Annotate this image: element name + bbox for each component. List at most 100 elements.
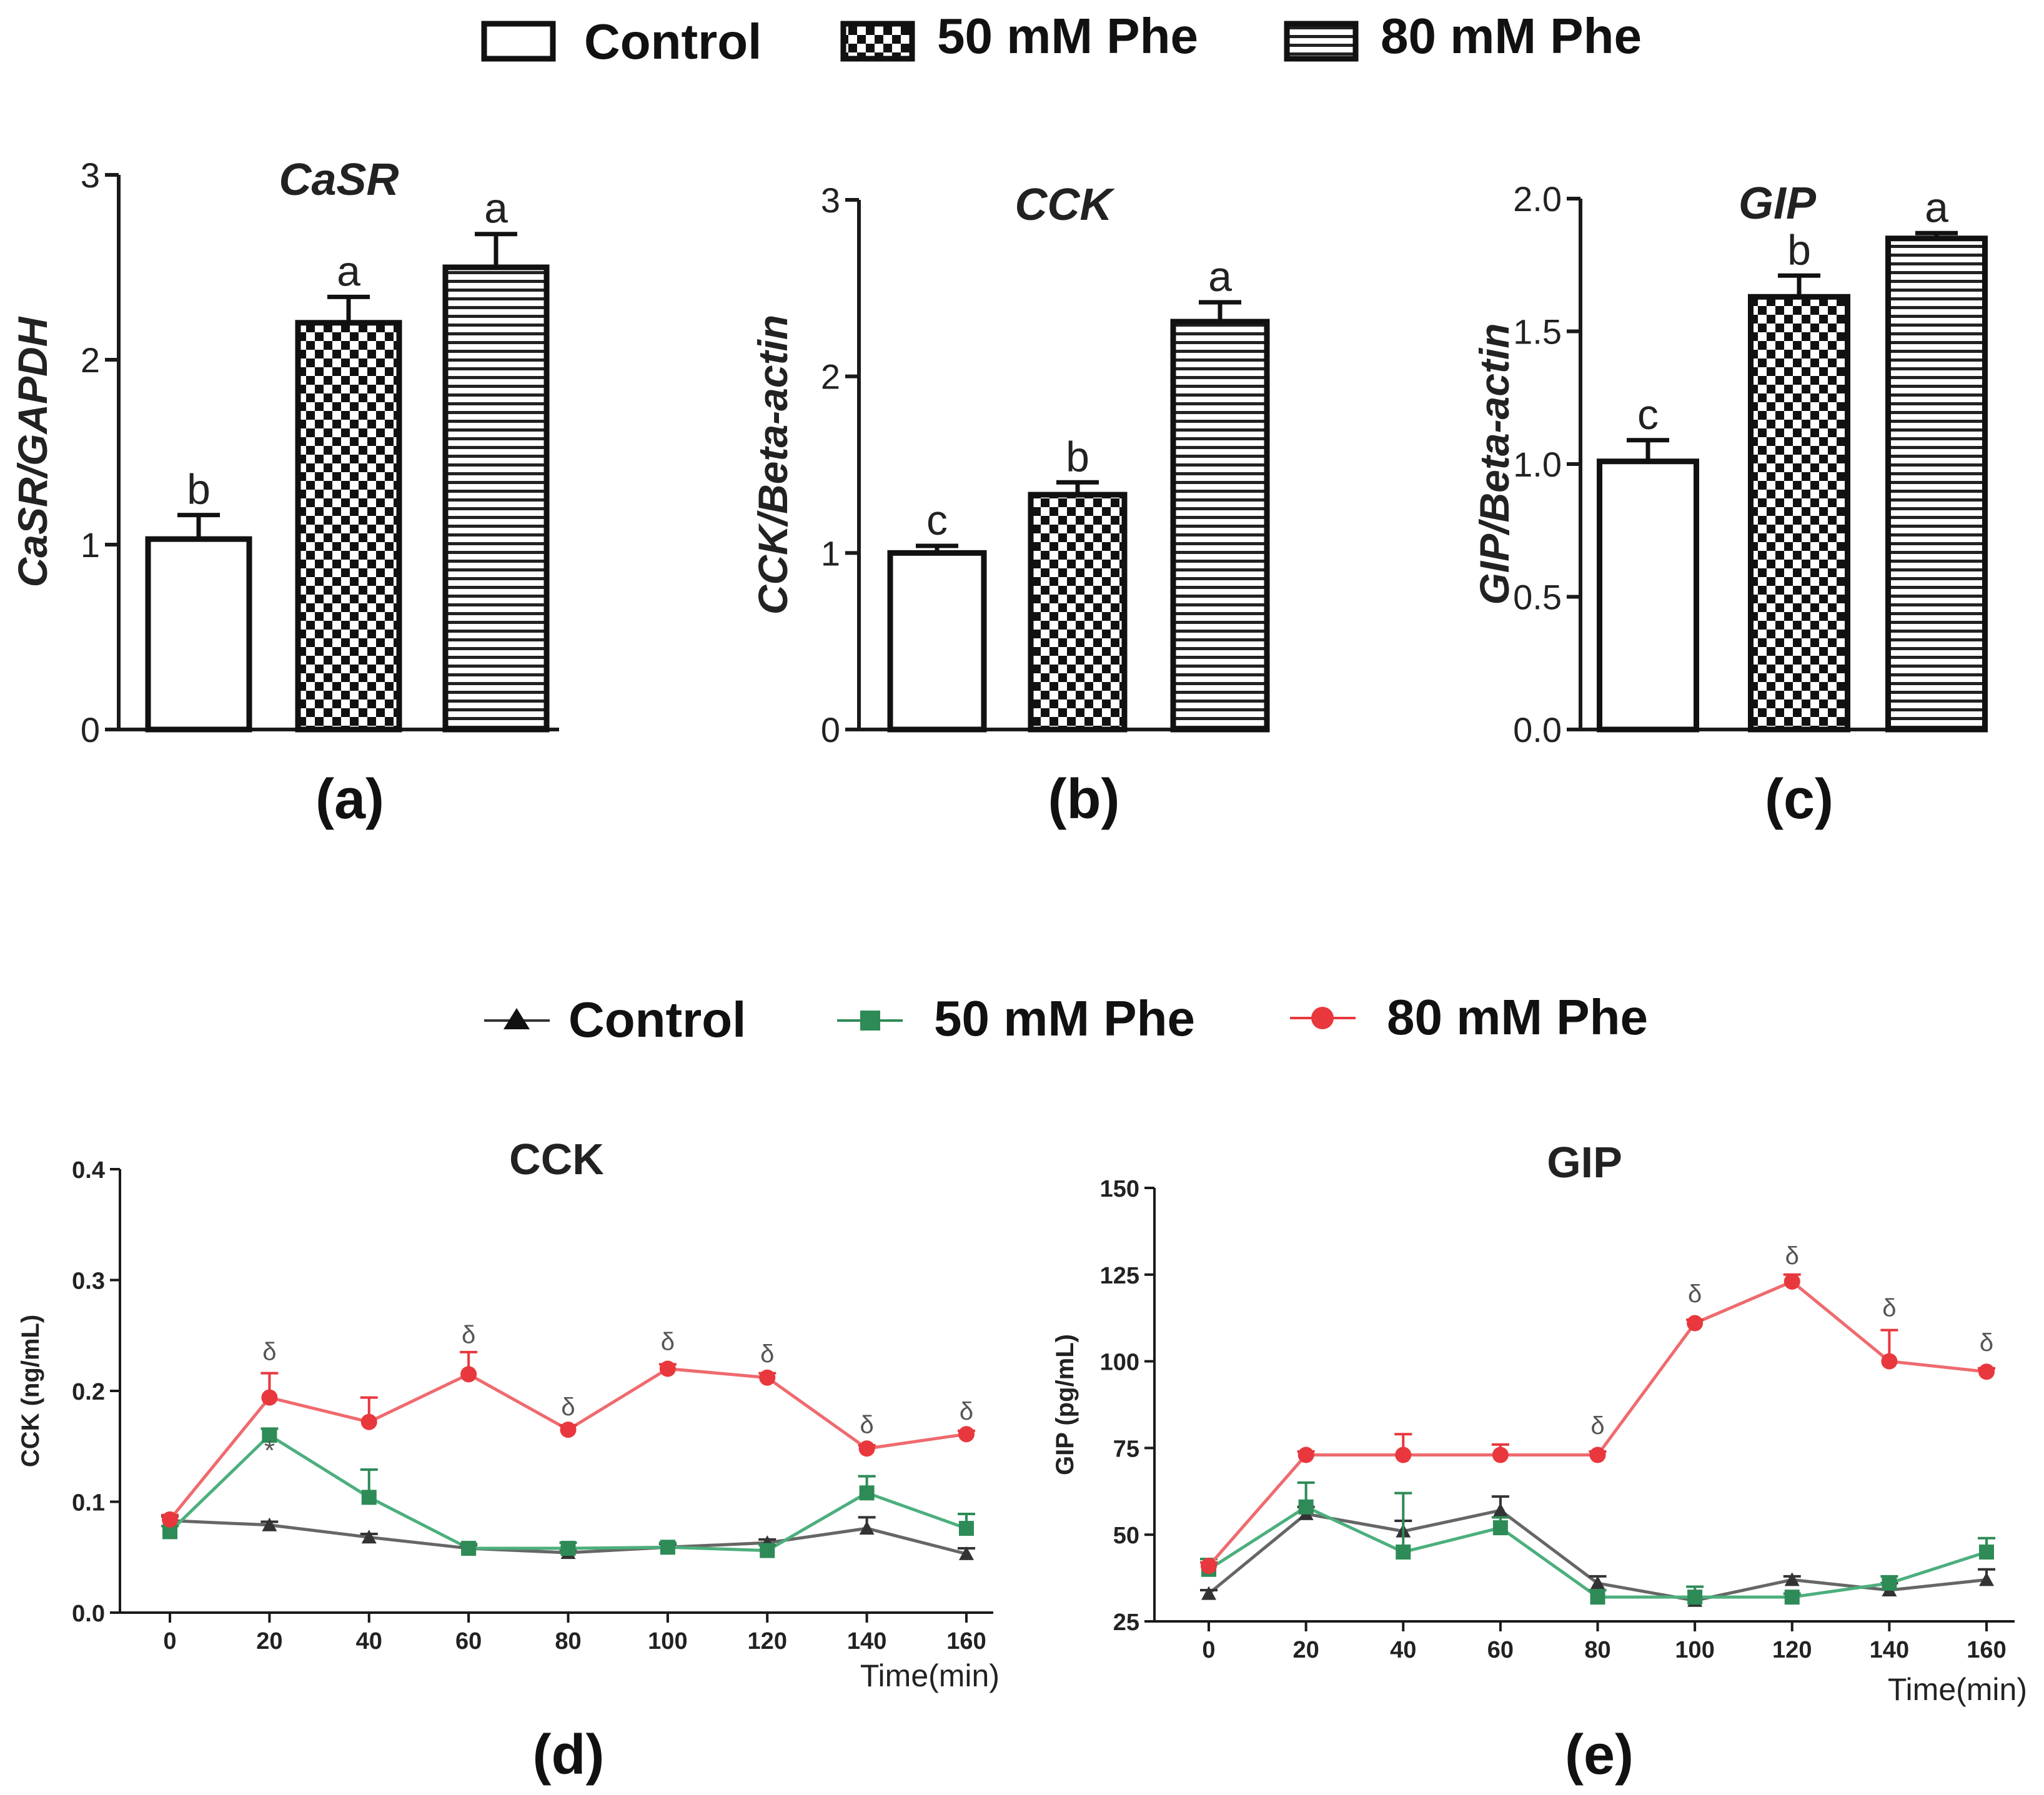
data-point: [958, 1426, 975, 1443]
data-point: [1687, 1590, 1703, 1605]
y-tick-label: 125: [1100, 1263, 1139, 1289]
series-50mm-phe: [161, 1427, 975, 1558]
y-tick-label: 75: [1113, 1436, 1139, 1462]
legend-label-50mm: 50 mM Phe: [934, 991, 1195, 1046]
bar-80mm-phe: [1885, 235, 1988, 733]
x-tick-label: 80: [555, 1628, 581, 1654]
legend-marker-80mm: [1311, 1007, 1334, 1029]
y-axis-label: CCK/Beta-actin: [750, 315, 796, 615]
y-tick-label: 0: [81, 710, 100, 749]
significance-letter: a: [1925, 184, 1948, 231]
chart-title: GIP: [1547, 1138, 1622, 1187]
y-tick-label: 0.2: [72, 1379, 105, 1405]
significance-mark: δ: [960, 1398, 973, 1425]
chart-a-casr: 0 1 2 3 CaSR CaSR/GAPDH b a a: [9, 155, 559, 749]
legend-label-control: Control: [584, 14, 762, 69]
data-point: [1492, 1503, 1508, 1517]
data-point: [759, 1369, 776, 1386]
x-tick-label: 60: [455, 1628, 482, 1654]
data-point: [1201, 1558, 1217, 1575]
significance-letter: a: [1208, 253, 1232, 300]
x-axis-label: Time(min): [1888, 1672, 2027, 1707]
significance-letter: c: [1637, 391, 1659, 438]
chart-d-cck-time: 0.0 0.1 0.2 0.3 0.4 0 20 40 60 80 100 120 140 160 CCK T…: [17, 1135, 1000, 1693]
significance-mark: δ: [760, 1340, 774, 1368]
panel-label-c: (c): [1765, 768, 1833, 831]
y-tick-label: 3: [81, 156, 100, 195]
y-tick-label: 0.1: [72, 1490, 105, 1516]
legend-label-50mm: 50 mM Phe: [937, 8, 1198, 64]
x-tick-label: 20: [256, 1628, 282, 1654]
panel-label-e: (e): [1565, 1724, 1634, 1786]
bar-50mm-phe: [1748, 294, 1850, 733]
data-point: [659, 1360, 676, 1377]
data-point: [1492, 1446, 1509, 1463]
x-tick-label: 60: [1487, 1637, 1514, 1663]
series-80mm-phe: [161, 1350, 975, 1528]
y-tick-label: 0.0: [72, 1601, 105, 1627]
x-tick-label: 100: [648, 1628, 687, 1654]
y-tick-label: 25: [1113, 1610, 1139, 1636]
series-line: [169, 1367, 967, 1521]
significance-mark: δ: [1785, 1242, 1799, 1270]
x-tick-label: 120: [748, 1628, 787, 1654]
x-tick-label: 160: [946, 1628, 986, 1654]
data-point: [162, 1511, 178, 1528]
x-tick-label: 160: [1967, 1637, 2006, 1663]
chart-b-cck: 0 1 2 3 CCK CCK/Beta-actin c b a: [750, 180, 1270, 749]
data-point: [1297, 1446, 1314, 1463]
significance-mark: *: [264, 1435, 275, 1466]
data-point: [560, 1541, 576, 1556]
data-point: [460, 1366, 477, 1383]
significance-mark: δ: [860, 1411, 873, 1438]
y-tick-label: 1.5: [1513, 312, 1562, 352]
data-point: [1589, 1446, 1606, 1463]
significance-letter: c: [926, 497, 948, 544]
legend-label-80mm: 80 mM Phe: [1381, 8, 1642, 64]
chart-title: GIP: [1739, 179, 1817, 229]
bar-control: [887, 550, 987, 733]
data-point: [1978, 1363, 1995, 1380]
y-tick-label: 0.3: [72, 1268, 105, 1295]
chart-e-gip-time: 25 50 75 100 125 150 0 20 40 60 80 100 120 140 160 GIP T…: [1051, 1138, 2027, 1707]
y-tick-label: 2: [81, 340, 100, 380]
bar-control: [145, 536, 252, 733]
top-legend: Control 50 mM Phe 80 mM Phe: [481, 8, 1642, 69]
panel-label-d: (d): [533, 1724, 605, 1786]
data-point: [1687, 1315, 1704, 1332]
data-point: [261, 1389, 278, 1406]
x-tick-label: 140: [847, 1628, 886, 1654]
data-point: [1881, 1353, 1898, 1370]
data-point: [1201, 1586, 1216, 1600]
data-point: [262, 1428, 277, 1443]
legend-label-80mm: 80 mM Phe: [1387, 989, 1648, 1045]
significance-mark: δ: [462, 1322, 475, 1349]
legend-marker-control: [504, 1008, 530, 1029]
data-point: [859, 1485, 875, 1501]
y-tick-label: 150: [1100, 1176, 1139, 1202]
y-tick-label: 2.0: [1513, 179, 1562, 219]
significance-letter: a: [337, 247, 360, 295]
series-line: [169, 1433, 967, 1553]
data-point: [360, 1413, 377, 1430]
data-point: [959, 1546, 974, 1560]
x-tick-label: 0: [163, 1628, 176, 1654]
data-point: [1590, 1575, 1605, 1590]
legend-swatch-80mm: [1284, 21, 1359, 62]
x-tick-label: 0: [1202, 1637, 1215, 1663]
significance-mark: δ: [1882, 1294, 1896, 1322]
bar-50mm-phe: [1028, 492, 1128, 733]
data-point: [1784, 1572, 1800, 1586]
x-tick-label: 80: [1584, 1637, 1610, 1663]
x-tick-label: 100: [1675, 1637, 1714, 1663]
data-point: [959, 1521, 974, 1536]
y-tick-label: 1: [821, 533, 840, 573]
data-point: [361, 1490, 377, 1505]
panel-label-b: (b): [1048, 768, 1120, 831]
legend-swatch-50mm: [840, 21, 915, 62]
data-point: [560, 1422, 577, 1438]
data-point: [1492, 1520, 1508, 1536]
significance-mark: δ: [661, 1328, 675, 1355]
data-point: [1784, 1590, 1800, 1605]
